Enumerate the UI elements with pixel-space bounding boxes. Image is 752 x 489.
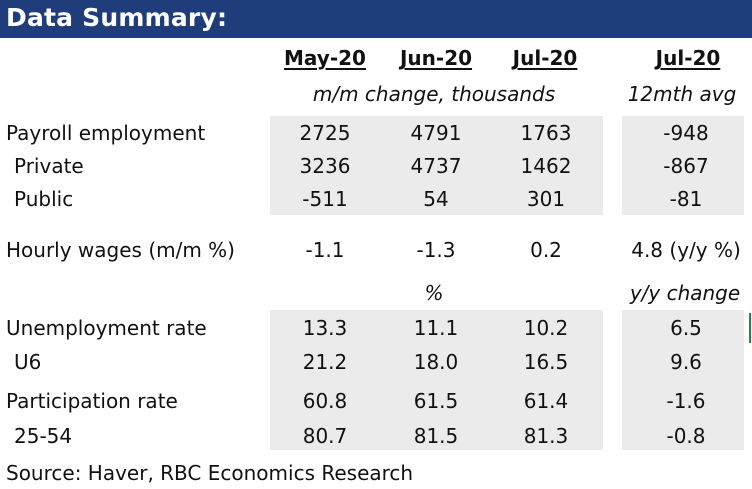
cell-particip-may: 60.8 <box>302 389 348 413</box>
row-label-private: Private <box>14 154 84 178</box>
cell-u6-jul: 16.5 <box>523 350 569 374</box>
cell-2554-may: 80.7 <box>302 424 348 448</box>
row-label-u6: U6 <box>14 350 42 374</box>
row-label-unemployment: Unemployment rate <box>6 316 207 340</box>
cell-wages-jul: 0.2 <box>530 238 562 262</box>
subheader-yy-change: y/y change <box>629 281 741 305</box>
row-label-25-54: 25-54 <box>14 424 73 448</box>
cell-payroll-jun: 4791 <box>410 121 462 145</box>
shade-employment-values <box>270 116 603 215</box>
row-label-public: Public <box>14 187 74 211</box>
col-header-jul-avg: Jul-20 <box>655 46 721 70</box>
cell-public-avg: -81 <box>669 187 703 211</box>
cell-unemp-may: 13.3 <box>302 316 348 340</box>
cell-public-jun: 54 <box>423 187 449 211</box>
shade-rates-yy <box>622 310 744 450</box>
row-label-participation: Participation rate <box>6 389 178 413</box>
subheader-avg: 12mth avg <box>627 82 737 106</box>
cell-public-may: -511 <box>302 187 348 211</box>
cell-particip-yy: -1.6 <box>666 389 706 413</box>
col-header-jun: Jun-20 <box>399 46 473 70</box>
cell-particip-jun: 61.5 <box>413 389 459 413</box>
cell-payroll-jul: 1763 <box>520 121 572 145</box>
page-title: Data Summary: <box>6 3 228 32</box>
cell-private-avg: -867 <box>663 154 709 178</box>
subheader-change: m/m change, thousands <box>312 82 556 106</box>
cell-unemp-jul: 10.2 <box>523 316 569 340</box>
col-header-may: May-20 <box>284 46 366 70</box>
cell-payroll-avg: -948 <box>663 121 709 145</box>
subheader-percent: % <box>424 281 444 305</box>
cell-private-jul: 1462 <box>520 154 572 178</box>
cell-private-may: 3236 <box>299 154 351 178</box>
cell-private-jun: 4737 <box>410 154 462 178</box>
source-note: Source: Haver, RBC Economics Research <box>6 461 414 485</box>
cell-u6-yy: 9.6 <box>670 350 702 374</box>
cell-public-jul: 301 <box>526 187 566 211</box>
row-label-payroll: Payroll employment <box>6 121 206 145</box>
col-header-jul: Jul-20 <box>512 46 578 70</box>
cell-u6-may: 21.2 <box>302 350 348 374</box>
cell-wages-yy: 4.8 (y/y %) <box>631 238 741 262</box>
cell-unemp-yy: 6.5 <box>670 316 702 340</box>
cell-particip-jul: 61.4 <box>523 389 569 413</box>
cell-wages-may: -1.1 <box>305 238 345 262</box>
cell-marker <box>749 313 751 343</box>
cell-payroll-may: 2725 <box>299 121 351 145</box>
cell-wages-jun: -1.3 <box>416 238 456 262</box>
cell-2554-jul: 81.3 <box>523 424 569 448</box>
row-label-wages: Hourly wages (m/m %) <box>6 238 235 262</box>
title-bar: Data Summary: <box>0 0 752 38</box>
cell-u6-jun: 18.0 <box>413 350 459 374</box>
cell-2554-yy: -0.8 <box>666 424 706 448</box>
shade-rates-values <box>270 310 603 450</box>
cell-2554-jun: 81.5 <box>413 424 459 448</box>
cell-unemp-jun: 11.1 <box>413 316 459 340</box>
shade-employment-avg <box>622 116 744 215</box>
